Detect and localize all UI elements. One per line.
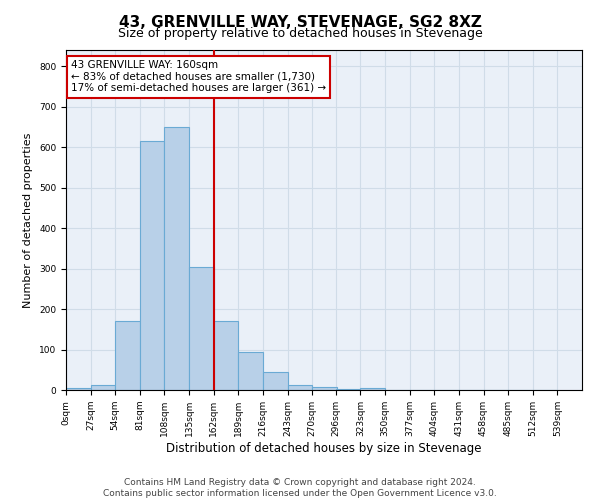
Bar: [238, 352, 263, 390]
Bar: [336, 389, 361, 390]
Text: Contains HM Land Registry data © Crown copyright and database right 2024.
Contai: Contains HM Land Registry data © Crown c…: [103, 478, 497, 498]
Bar: [263, 372, 287, 390]
Bar: [287, 385, 312, 390]
Bar: [115, 321, 140, 390]
Bar: [312, 387, 337, 390]
Bar: [189, 266, 214, 390]
Bar: [66, 388, 91, 390]
Text: Size of property relative to detached houses in Stevenage: Size of property relative to detached ho…: [118, 28, 482, 40]
Bar: [91, 385, 115, 390]
X-axis label: Distribution of detached houses by size in Stevenage: Distribution of detached houses by size …: [166, 442, 482, 454]
Text: 43, GRENVILLE WAY, STEVENAGE, SG2 8XZ: 43, GRENVILLE WAY, STEVENAGE, SG2 8XZ: [119, 15, 481, 30]
Text: 43 GRENVILLE WAY: 160sqm
← 83% of detached houses are smaller (1,730)
17% of sem: 43 GRENVILLE WAY: 160sqm ← 83% of detach…: [71, 60, 326, 94]
Bar: [164, 127, 189, 390]
Y-axis label: Number of detached properties: Number of detached properties: [23, 132, 34, 308]
Bar: [214, 321, 238, 390]
Bar: [361, 388, 385, 390]
Bar: [140, 141, 164, 390]
